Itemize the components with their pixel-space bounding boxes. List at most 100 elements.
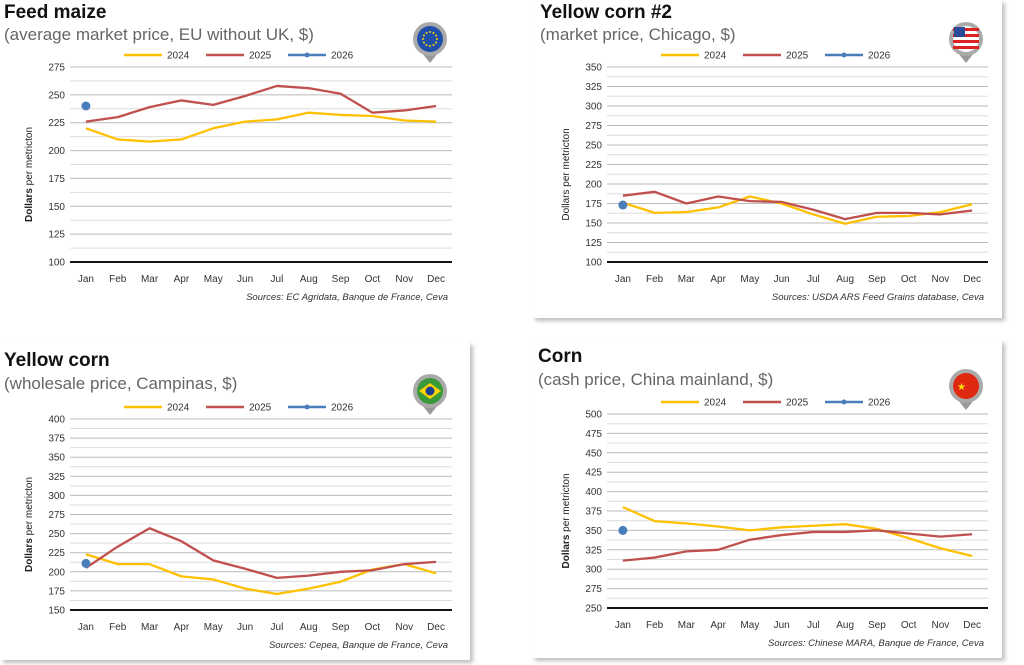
chart-panel-brazil: Yellow corn (wholesale price, Campinas, …	[0, 342, 470, 660]
globe	[425, 386, 435, 396]
x-tick-label: Jan	[78, 622, 94, 633]
x-tick-label: Mar	[678, 274, 696, 285]
canton	[954, 27, 965, 37]
x-tick-label: Oct	[365, 622, 381, 633]
chart-subtitle: (average market price, EU without UK, $)	[4, 25, 314, 44]
y-tick-label: 300	[585, 565, 602, 576]
chart-title: Yellow corn	[4, 350, 110, 371]
y-tick-label: 200	[48, 567, 65, 578]
x-tick-label: Jul	[807, 274, 820, 285]
x-tick-label: Jun	[774, 620, 790, 631]
legend-label-2026: 2026	[331, 403, 354, 414]
y-tick-label: 275	[48, 510, 65, 521]
star	[422, 41, 425, 44]
y-axis-label-bold: Dollars	[24, 188, 35, 222]
x-tick-label: Feb	[646, 620, 664, 631]
star	[432, 44, 435, 47]
star	[436, 38, 438, 40]
stripe	[953, 34, 979, 37]
x-tick-label: Aug	[836, 620, 854, 631]
y-axis-label-rest: per metricton	[561, 473, 572, 534]
legend-label-2024: 2024	[167, 403, 190, 414]
y-axis-label: Dollars per metricton	[24, 477, 35, 572]
y-tick-label: 175	[48, 174, 65, 185]
y-axis-label: Dollars per metricton	[561, 473, 572, 568]
flag-face	[953, 373, 979, 399]
star	[435, 41, 438, 44]
y-axis-label-bold: Dollars	[24, 538, 35, 572]
legend-label-2024: 2024	[704, 398, 727, 409]
chart-svg: 150 175 200 225 250 275 300 325 350 375 400 Jan Feb M…	[24, 374, 452, 651]
star: ★	[957, 382, 966, 393]
x-tick-label: May	[740, 274, 759, 285]
y-axis-label-rest: per metricton	[561, 128, 572, 189]
x-tick-label: Oct	[901, 274, 917, 285]
x-tick-label: Sep	[868, 274, 886, 285]
data-point-2026	[81, 101, 91, 111]
data-point-2026	[618, 525, 628, 535]
x-tick-label: Jul	[271, 274, 284, 285]
chart-svg: 100 125 150 175 200 225 250 275 Jan Feb Mar Apr May J…	[24, 22, 452, 303]
x-tick-label: Mar	[678, 620, 696, 631]
y-axis-label: Dollars per metricton	[24, 127, 35, 222]
x-tick-label: Apr	[174, 274, 190, 285]
y-tick-label: 300	[48, 491, 65, 502]
source-note: Sources: EC Agridata, Banque de France, …	[246, 292, 448, 303]
y-tick-label: 100	[48, 258, 65, 269]
source-note: Sources: Cepea, Banque de France, Ceva	[269, 640, 448, 651]
x-tick-label: Dec	[963, 274, 981, 285]
data-point-2026	[618, 200, 628, 210]
y-tick-label: 175	[585, 199, 602, 210]
brazil-flag-pin-icon	[413, 374, 447, 415]
legend-label-2026: 2026	[868, 398, 891, 409]
data-point-2026	[81, 558, 91, 568]
chart-svg: 100 125 150 175 200 225 250 275 300 325 350 Jan Feb M…	[561, 22, 988, 303]
star	[425, 31, 428, 34]
y-tick-label: 150	[48, 606, 65, 617]
y-tick-label: 100	[585, 258, 602, 269]
series-line-2025	[85, 527, 437, 580]
x-tick-label: Feb	[109, 274, 127, 285]
chart-subtitle: (market price, Chicago, $)	[540, 25, 736, 44]
x-tick-label: Feb	[646, 274, 664, 285]
y-tick-label: 150	[585, 219, 602, 230]
legend-label-2024: 2024	[167, 51, 190, 62]
legend-marker	[304, 404, 310, 410]
y-tick-label: 325	[585, 545, 602, 556]
x-tick-label: Sep	[332, 274, 350, 285]
chart-subtitle: (cash price, China mainland, $)	[538, 370, 774, 389]
star	[425, 44, 428, 47]
x-tick-label: Oct	[365, 274, 381, 285]
chart-panel-usa: Yellow corn #2 (market price, Chicago, $…	[532, 0, 1002, 318]
eu-flag-pin-icon	[413, 22, 447, 63]
x-tick-label: Sep	[868, 620, 886, 631]
series-line-2024	[622, 195, 973, 225]
x-tick-label: Jul	[807, 620, 820, 631]
china-flag-pin-icon: ★	[949, 369, 983, 410]
y-tick-label: 350	[48, 453, 65, 464]
y-tick-label: 250	[48, 529, 65, 540]
y-tick-label: 250	[585, 141, 602, 152]
star	[435, 34, 438, 37]
y-tick-label: 325	[585, 82, 602, 93]
legend-label-2025: 2025	[786, 398, 809, 409]
y-tick-label: 425	[585, 468, 602, 479]
legend-label-2026: 2026	[868, 51, 891, 62]
x-tick-label: Oct	[901, 620, 917, 631]
x-tick-label: Jan	[615, 620, 631, 631]
y-tick-label: 475	[585, 429, 602, 440]
star	[422, 34, 425, 37]
chart-title: Corn	[538, 346, 583, 367]
x-tick-label: Mar	[141, 622, 159, 633]
x-tick-label: Jan	[78, 274, 94, 285]
y-axis-label-bold: Dollars	[561, 190, 572, 221]
y-axis-label: Dollars per metricton	[561, 128, 572, 220]
legend-label-2024: 2024	[704, 51, 727, 62]
x-tick-label: May	[740, 620, 759, 631]
x-tick-label: Aug	[300, 622, 318, 633]
y-tick-label: 125	[48, 230, 65, 241]
y-axis-label-bold: Dollars	[561, 534, 572, 568]
y-tick-label: 400	[585, 487, 602, 498]
y-tick-label: 125	[585, 238, 602, 249]
x-tick-label: Jun	[237, 622, 253, 633]
